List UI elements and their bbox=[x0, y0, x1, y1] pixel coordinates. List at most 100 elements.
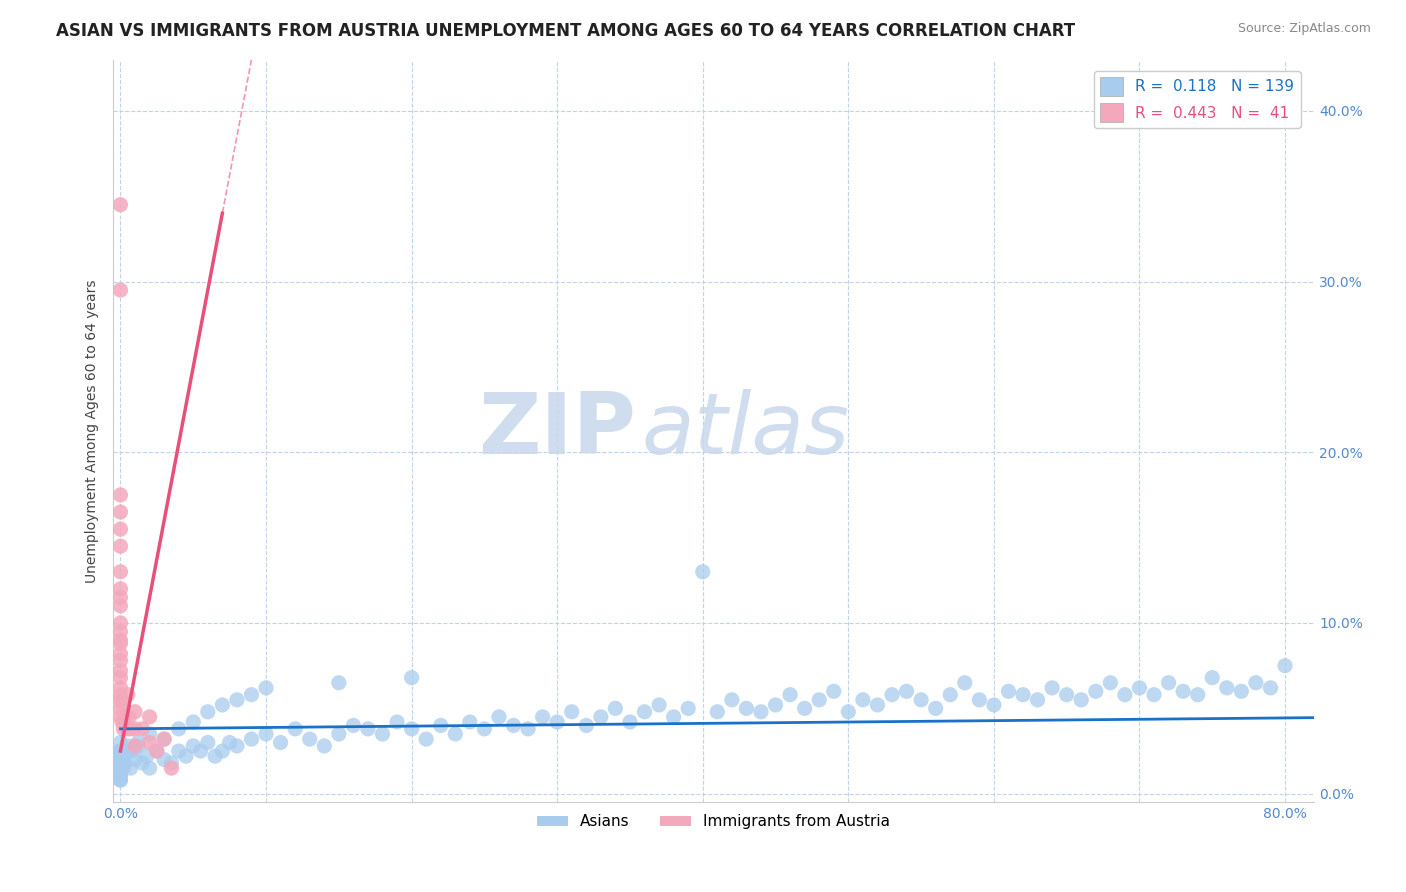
Point bbox=[110, 756, 132, 770]
Point bbox=[1244, 675, 1267, 690]
Point bbox=[1201, 671, 1223, 685]
Point bbox=[1128, 681, 1150, 695]
Point bbox=[110, 688, 132, 702]
Point bbox=[110, 599, 132, 613]
Point bbox=[127, 735, 149, 749]
Point bbox=[138, 761, 160, 775]
Point bbox=[204, 749, 226, 764]
Point bbox=[110, 770, 132, 784]
Point bbox=[749, 705, 772, 719]
Point bbox=[124, 722, 146, 736]
Point bbox=[866, 698, 889, 712]
Point bbox=[254, 727, 277, 741]
Point bbox=[488, 710, 510, 724]
Point bbox=[111, 749, 134, 764]
Point bbox=[284, 722, 307, 736]
Point bbox=[112, 698, 135, 712]
Point bbox=[1084, 684, 1107, 698]
Point bbox=[110, 756, 132, 770]
Point bbox=[110, 766, 132, 780]
Point bbox=[852, 693, 875, 707]
Point bbox=[131, 756, 153, 770]
Point bbox=[589, 710, 612, 724]
Point bbox=[167, 744, 190, 758]
Point bbox=[110, 749, 132, 764]
Point bbox=[110, 773, 132, 788]
Point bbox=[197, 705, 219, 719]
Point bbox=[1230, 684, 1253, 698]
Point bbox=[111, 693, 134, 707]
Point bbox=[254, 681, 277, 695]
Point bbox=[910, 693, 932, 707]
Point bbox=[112, 722, 135, 736]
Text: atlas: atlas bbox=[641, 390, 849, 473]
Point bbox=[153, 732, 176, 747]
Point bbox=[121, 744, 143, 758]
Point bbox=[765, 698, 787, 712]
Point bbox=[502, 718, 524, 732]
Point bbox=[138, 710, 160, 724]
Point bbox=[110, 756, 132, 770]
Point bbox=[160, 761, 183, 775]
Point bbox=[211, 744, 233, 758]
Point bbox=[110, 735, 132, 749]
Point bbox=[240, 688, 263, 702]
Y-axis label: Unemployment Among Ages 60 to 64 years: Unemployment Among Ages 60 to 64 years bbox=[86, 279, 100, 582]
Point bbox=[110, 283, 132, 297]
Point bbox=[118, 710, 141, 724]
Point bbox=[110, 761, 132, 775]
Point bbox=[112, 761, 135, 775]
Point bbox=[721, 693, 744, 707]
Point bbox=[226, 693, 249, 707]
Point bbox=[808, 693, 831, 707]
Point bbox=[110, 488, 132, 502]
Point bbox=[138, 735, 160, 749]
Point bbox=[110, 744, 132, 758]
Point bbox=[110, 761, 132, 775]
Text: ZIP: ZIP bbox=[478, 390, 636, 473]
Point bbox=[110, 633, 132, 648]
Point bbox=[779, 688, 801, 702]
Point bbox=[146, 744, 169, 758]
Point bbox=[823, 684, 845, 698]
Point bbox=[458, 714, 481, 729]
Point bbox=[517, 722, 540, 736]
Point bbox=[111, 714, 134, 729]
Point bbox=[692, 565, 714, 579]
Point bbox=[218, 735, 240, 749]
Point bbox=[110, 761, 132, 775]
Point bbox=[1143, 688, 1166, 702]
Point bbox=[117, 722, 139, 736]
Point bbox=[114, 756, 136, 770]
Point bbox=[676, 701, 699, 715]
Point bbox=[110, 539, 132, 553]
Point bbox=[385, 714, 408, 729]
Point bbox=[160, 756, 183, 770]
Point bbox=[896, 684, 918, 698]
Point bbox=[1216, 681, 1239, 695]
Point bbox=[110, 701, 132, 715]
Point bbox=[110, 671, 132, 685]
Point bbox=[706, 705, 728, 719]
Point bbox=[110, 647, 132, 661]
Point bbox=[110, 591, 132, 605]
Point bbox=[153, 732, 176, 747]
Point bbox=[342, 718, 364, 732]
Point bbox=[371, 727, 394, 741]
Point bbox=[117, 688, 139, 702]
Point bbox=[619, 714, 641, 729]
Point bbox=[110, 710, 132, 724]
Point bbox=[1099, 675, 1122, 690]
Point bbox=[561, 705, 583, 719]
Point bbox=[138, 727, 160, 741]
Point bbox=[110, 636, 132, 650]
Point bbox=[124, 753, 146, 767]
Point bbox=[181, 739, 204, 753]
Point bbox=[110, 654, 132, 668]
Point bbox=[924, 701, 946, 715]
Point bbox=[124, 739, 146, 753]
Point bbox=[110, 198, 132, 212]
Point bbox=[181, 714, 204, 729]
Point bbox=[240, 732, 263, 747]
Point bbox=[110, 756, 132, 770]
